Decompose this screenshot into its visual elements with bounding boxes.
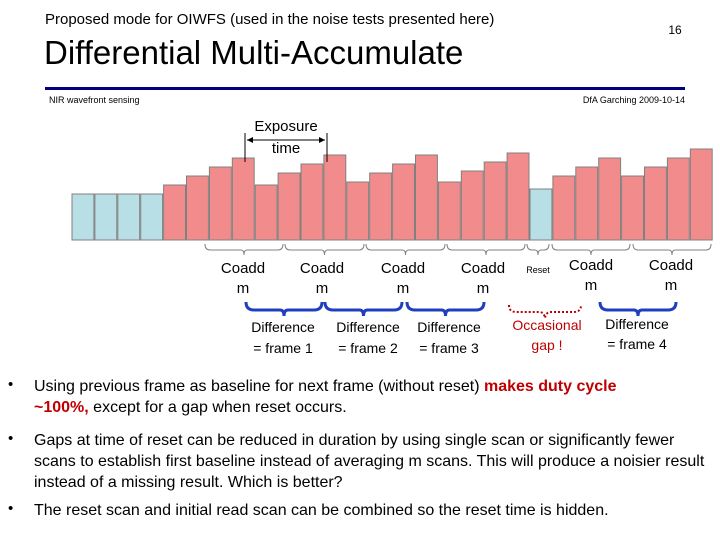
bullet-3-text: The reset scan and initial read scan can… [34, 502, 609, 519]
coadd-bar [666, 157, 690, 241]
bullet-marker: • [8, 500, 14, 517]
coadd-bar [231, 157, 255, 241]
coadd-bar [552, 175, 576, 241]
bars [71, 148, 713, 241]
difference-3-line1: Difference [417, 319, 481, 335]
coadd-bar [598, 157, 622, 241]
difference-1-line2: = frame 1 [253, 340, 313, 356]
footer-right: DfA Garching 2009-10-14 [582, 95, 685, 105]
slide-subtitle: Proposed mode for OIWFS (used in the noi… [45, 11, 495, 28]
coadd-bar [163, 184, 187, 241]
coadd-bar [415, 154, 438, 241]
baseline-bar [529, 188, 553, 241]
slide-title: Differential Multi-Accumulate [44, 34, 464, 71]
difference-brace [323, 301, 404, 317]
bullet-1-emphasis-2: ~100%, [34, 399, 89, 416]
diagram: Exposure time CoaddmCoaddmCoaddmCoaddmCo… [71, 118, 713, 356]
coadd-label-m: m [316, 280, 329, 297]
coadd-bar [483, 161, 507, 241]
difference-braces [244, 301, 678, 317]
bullet-1-text: Using previous frame as baseline for nex… [34, 376, 714, 418]
coadd-bar [254, 184, 278, 241]
coadd-label: Coadd [649, 257, 693, 274]
coadd-bar [644, 166, 667, 241]
coadd-label-m: m [665, 277, 678, 294]
coadd-bar [621, 175, 644, 241]
coadd-brace [204, 243, 284, 256]
coadd-bar [575, 166, 599, 241]
difference-brace [598, 301, 678, 317]
coadd-bar [437, 181, 461, 241]
difference-brace [405, 301, 486, 317]
coadd-label: Coadd [381, 260, 425, 277]
difference-brace [244, 301, 324, 317]
coadd-bar [277, 172, 301, 241]
reset-brace [526, 243, 550, 256]
baseline-bar [117, 193, 141, 241]
page-number: 16 [668, 23, 682, 37]
gap-label-line1: Occasional [512, 317, 581, 333]
coadd-label-m: m [397, 280, 410, 297]
coadd-bar [392, 163, 416, 241]
difference-2-line1: Difference [336, 319, 400, 335]
exposure-label-line1: Exposure [254, 118, 317, 135]
coadd-label-m: m [585, 277, 598, 294]
exposure-label-line2: time [272, 140, 300, 157]
coadd-label: Coadd [461, 260, 505, 277]
coadd-bar [460, 170, 484, 241]
coadd-bar [186, 175, 209, 241]
bullet-1-emphasis: makes duty cycle [483, 378, 617, 395]
bullet-1-part2: except for a gap when reset occurs. [88, 399, 347, 416]
coadd-bar [300, 163, 324, 241]
coadd-braces [204, 243, 712, 256]
title-rule [45, 87, 685, 90]
bullet-marker: • [8, 430, 14, 447]
difference-4-line1: Difference [605, 316, 669, 332]
coadd-brace [632, 243, 712, 256]
coadd-label: Coadd [300, 260, 344, 277]
difference-2-line2: = frame 2 [338, 340, 398, 356]
bullet-1-part1: Using previous frame as baseline for nex… [34, 378, 484, 395]
coadd-label-m: m [477, 280, 490, 297]
reset-label: Reset [526, 265, 550, 275]
coadd-bar [506, 152, 530, 241]
coadd-label-m: m [237, 280, 250, 297]
coadd-bar [208, 166, 232, 241]
baseline-bar [140, 193, 164, 241]
coadd-brace [284, 243, 365, 256]
coadd-labels: Coadd m Coadd m Coadd m Coadd m Coadd m Coadd m [221, 257, 693, 297]
difference-4-line2: = frame 4 [607, 336, 667, 352]
baseline-bar [71, 193, 95, 241]
gap-brace [508, 304, 582, 319]
baseline-bar [94, 193, 118, 241]
coadd-bar [346, 181, 370, 241]
footer-left: NIR wavefront sensing [49, 95, 140, 105]
coadd-bar [689, 148, 713, 241]
difference-1-line1: Difference [251, 319, 315, 335]
coadd-brace [446, 243, 526, 256]
coadd-brace [365, 243, 446, 256]
coadd-label: Coadd [569, 257, 613, 274]
coadd-bar [369, 172, 393, 241]
coadd-brace [551, 243, 631, 256]
difference-3-line2: = frame 3 [419, 340, 479, 356]
gap-label-line2: gap ! [531, 337, 562, 353]
coadd-bar [323, 154, 347, 241]
exposure-arrow [244, 133, 328, 162]
bullet-2-text: Gaps at time of reset can be reduced in … [34, 432, 705, 491]
coadd-label: Coadd [221, 260, 265, 277]
bullet-marker: • [8, 376, 14, 393]
